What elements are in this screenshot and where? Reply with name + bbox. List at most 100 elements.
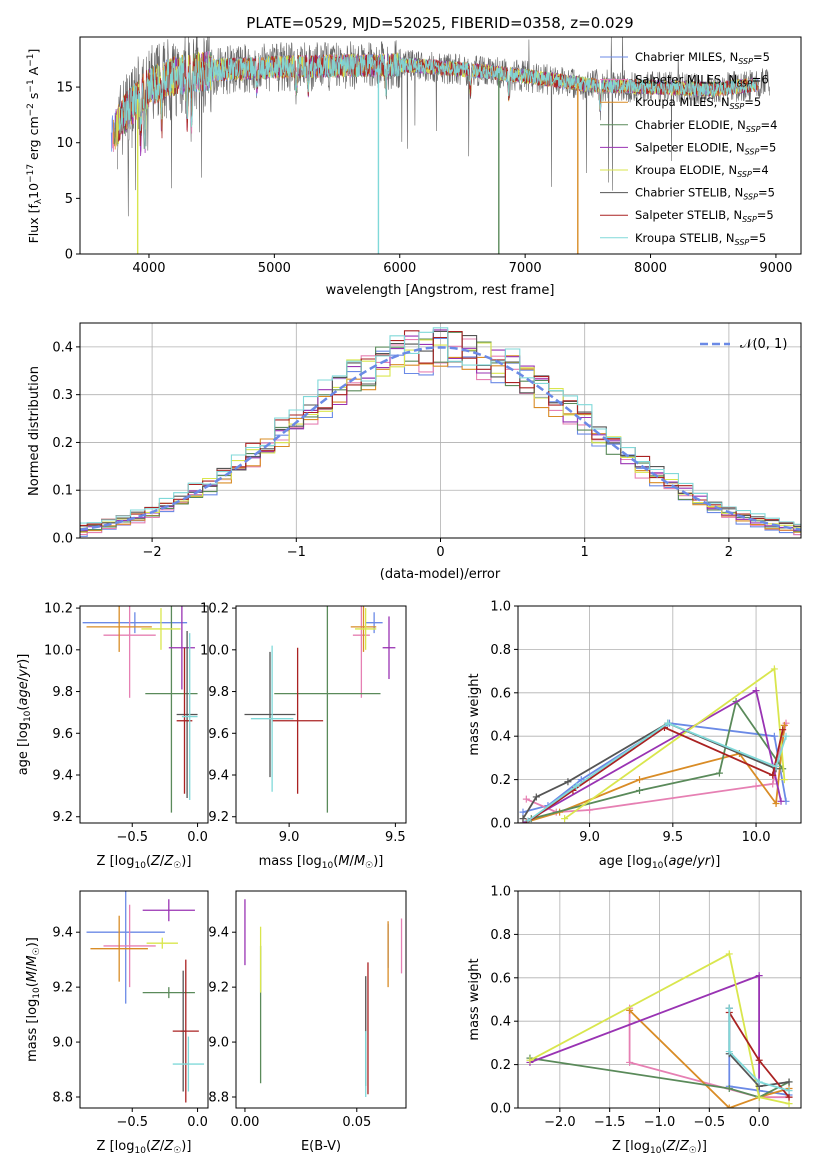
weight-series-5 (564, 667, 786, 820)
y-tick-label: 9.8 (208, 685, 229, 700)
x-tick-label: 6000 (383, 261, 416, 276)
legend-entry: Salpeter ELODIE, NSSP=5 (635, 140, 776, 156)
y-tick-label: 1.0 (490, 600, 511, 615)
y-tick-label: 8.8 (208, 1091, 229, 1106)
weight-lines (519, 665, 790, 823)
y-tick-label: 10 (56, 136, 73, 151)
x-tick-label: −1 (287, 545, 306, 560)
weight-marker (524, 817, 532, 823)
weight-series-5 (529, 952, 790, 1105)
legend-entry: Kroupa STELIB, NSSP=5 (635, 231, 766, 247)
y-tick-label: 9.6 (208, 727, 229, 742)
y-tick-label: 9.2 (52, 810, 73, 825)
y-tick-label: 0.8 (490, 928, 511, 943)
histogram-series-8 (80, 327, 801, 525)
weight-marker (519, 808, 527, 816)
y-tick-label: 10.0 (200, 643, 229, 658)
x-tick-label: 8000 (634, 261, 667, 276)
weight-marker (782, 732, 790, 740)
errorbar-panel-3-frame (235, 605, 407, 824)
weight-marker (785, 1100, 793, 1108)
x-axis-label: E(B-V) (301, 1139, 341, 1154)
x-tick-label: −0.5 (694, 1115, 726, 1130)
y-tick-label: 0.8 (490, 643, 511, 658)
weight-marker (561, 815, 569, 823)
y-tick-label: 9.0 (52, 1036, 73, 1051)
weight-marker (755, 1056, 763, 1064)
y-tick-label: 8.8 (52, 1091, 73, 1106)
x-tick-label: 2 (725, 545, 733, 560)
weight-marker (725, 1104, 733, 1108)
weight-series-2 (628, 1009, 790, 1108)
y-axis-label: mass weight (467, 958, 482, 1040)
spectrum-panel-frame (79, 36, 802, 255)
y-tick-label: 0.4 (490, 1015, 511, 1030)
y-tick-label: 0.1 (52, 484, 73, 499)
x-axis-label: age [log10(age/yr)] (599, 854, 721, 871)
x-axis-label: Z [log10(Z/Z☉)] (612, 1139, 707, 1156)
x-tick-label: 0.0 (187, 1115, 208, 1130)
weight-series-8 (728, 1008, 790, 1092)
weight-marker (586, 806, 594, 814)
weight-series-1 (628, 1008, 789, 1099)
y-tick-label: 0.0 (490, 1102, 511, 1117)
histogram-series-7 (80, 330, 801, 526)
y-tick-label: 9.2 (52, 981, 73, 996)
x-tick-label: 7000 (509, 261, 542, 276)
weight-marker (755, 1093, 763, 1101)
y-tick-label: 10.2 (44, 602, 73, 617)
x-tick-label: 9.0 (279, 830, 300, 845)
weight-lines (526, 950, 793, 1108)
y-axis-label: mass [log10(M/M☉)] (25, 937, 42, 1062)
weight-series-8 (527, 722, 787, 822)
spectrum-lines (110, 37, 770, 254)
y-tick-label: 1.0 (490, 885, 511, 900)
weight-series-3 (529, 1057, 790, 1099)
weight-marker (780, 721, 788, 729)
weight-series-4 (529, 974, 760, 1087)
weight-marker (769, 771, 777, 779)
y-tick-label: 0.3 (52, 388, 73, 403)
y-tick-label: 0.6 (490, 971, 511, 986)
weight-marker (725, 950, 733, 958)
normal-reference-curve (80, 346, 801, 531)
weight-marker (564, 778, 572, 786)
weight-marker (572, 782, 580, 790)
weight-marker (772, 799, 780, 807)
y-axis-label: Normed distribution (27, 366, 42, 496)
y-tick-label: 0.0 (490, 817, 511, 832)
weight-marker (715, 769, 723, 777)
y-axis-label: Flux [fλ10−17 erg cm−2 s−1 A−1] (26, 49, 44, 244)
weight-marker (532, 793, 540, 801)
histogram-panel-frame (79, 322, 802, 539)
weight-marker (785, 1093, 793, 1101)
histogram-lines (80, 327, 801, 537)
histogram-series-5 (80, 339, 801, 529)
y-tick-label: 5 (65, 192, 73, 207)
weight-marker (519, 815, 527, 823)
weight-marker (725, 1004, 733, 1012)
x-axis-label: wavelength [Angstrom, rest frame] (326, 283, 555, 298)
weight-marker (755, 1078, 763, 1086)
y-axis-label: mass weight (467, 673, 482, 755)
y-tick-label: 0.2 (52, 436, 73, 451)
legend-entry: Chabrier MILES, NSSP=5 (635, 50, 770, 66)
y-tick-label: 9.6 (52, 727, 73, 742)
y-tick-label: 9.2 (208, 981, 229, 996)
weight-panel-7-frame (517, 890, 802, 1109)
y-tick-label: 10.2 (200, 602, 229, 617)
errorbar-panel-2-frame (79, 605, 209, 824)
x-tick-label: −2.0 (544, 1115, 576, 1130)
x-tick-label: 5000 (258, 261, 291, 276)
weight-marker (772, 763, 780, 771)
y-tick-label: 9.0 (208, 1036, 229, 1051)
weight-marker (769, 780, 777, 788)
x-tick-label: 9.0 (579, 830, 600, 845)
errorbars (244, 606, 396, 813)
weight-marker (636, 786, 644, 794)
weight-marker (725, 1048, 733, 1056)
x-tick-label: 9000 (759, 261, 792, 276)
x-tick-label: −1.5 (594, 1115, 626, 1130)
